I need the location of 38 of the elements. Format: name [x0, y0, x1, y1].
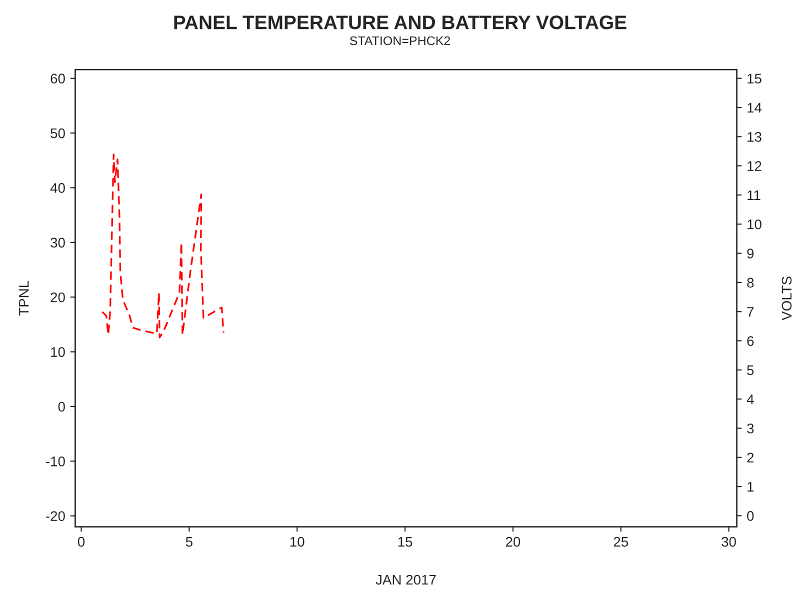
x-axis-title: JAN 2017	[376, 574, 436, 585]
x-tick-label: 10	[290, 536, 304, 547]
y-tick-label: 50	[50, 128, 65, 138]
y2-tick-label: 8	[747, 278, 754, 288]
y2-tick-label: 10	[748, 219, 762, 230]
y2-tick-label: 13	[748, 132, 762, 142]
y-tick-label: 0	[58, 402, 65, 412]
y-tick-label: 10	[51, 347, 65, 357]
y2-tick-label: 0	[747, 511, 754, 521]
y2-tick-label: 5	[747, 365, 754, 376]
y2-tick-label: 11	[748, 190, 760, 200]
y2-tick-label: 9	[747, 248, 754, 258]
y2-axis-title: VOLTS	[782, 276, 792, 320]
chart-title: PANEL TEMPERATURE AND BATTERY VOLTAGE	[174, 16, 626, 30]
y2-tick-label: 7	[747, 307, 754, 317]
y-axis-title: TPNL	[19, 280, 29, 316]
y-tick-label: 30	[50, 238, 65, 248]
x-tick-label: 15	[398, 537, 412, 547]
x-tick-label: 30	[722, 536, 736, 547]
y2-tick-label: 3	[747, 424, 754, 434]
chart-subtitle: STATION=PHCK2	[350, 36, 450, 46]
y-tick-label: 20	[50, 292, 65, 302]
y-tick-label: -10	[46, 456, 65, 466]
x-tick-label: 5	[186, 537, 192, 547]
line-series	[101, 154, 224, 338]
y2-tick-label: 2	[747, 452, 754, 462]
y2-tick-label: 4	[746, 394, 754, 404]
x-tick-label: 0	[78, 536, 85, 547]
y-tick-label: 60	[50, 74, 65, 84]
y2-tick-label: 12	[748, 161, 762, 171]
y-tick-label: 40	[50, 183, 65, 193]
x-tick-label: 25	[614, 536, 628, 547]
y-tick-label: -20	[46, 511, 65, 522]
x-tick-label: 20	[506, 536, 520, 547]
y2-tick-label: 15	[748, 74, 762, 84]
y2-tick-label: 14	[748, 102, 762, 113]
y2-tick-label: 1	[748, 482, 754, 492]
y2-tick-label: 6	[747, 336, 754, 346]
